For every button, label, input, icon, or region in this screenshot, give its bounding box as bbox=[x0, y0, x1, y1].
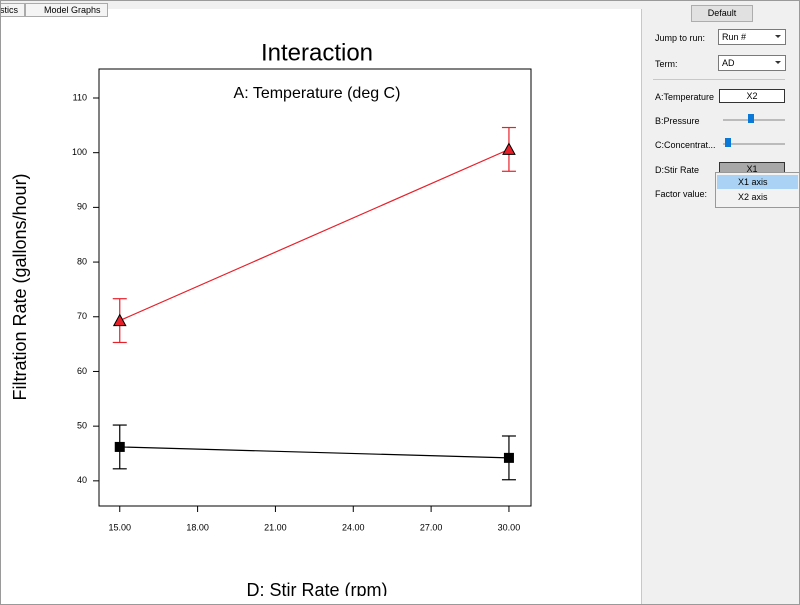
separator bbox=[653, 79, 785, 80]
factor-name: B:Pressure bbox=[655, 116, 700, 126]
chart: Interaction A: Temperature (deg C) D: St… bbox=[10, 39, 532, 596]
menu-item[interactable]: X1 axis bbox=[717, 175, 798, 189]
tab[interactable]: stics bbox=[1, 3, 25, 17]
label: Term: bbox=[655, 59, 678, 69]
label: Jump to run: bbox=[655, 33, 706, 43]
y-tick-label: 40 bbox=[77, 475, 87, 485]
x-tick-label: 15.00 bbox=[108, 522, 131, 532]
series-line bbox=[119, 148, 510, 322]
y-tick-label: 110 bbox=[73, 92, 87, 102]
series-line bbox=[119, 446, 509, 459]
slider-track bbox=[723, 119, 785, 121]
tab[interactable]: Model Graphs bbox=[25, 3, 108, 17]
slider-thumb[interactable] bbox=[748, 114, 754, 123]
x-tick-label: 30.00 bbox=[498, 522, 521, 532]
factor-name: D:Stir Rate bbox=[655, 165, 700, 175]
y-tick-label: 60 bbox=[77, 366, 87, 376]
x-tick-label: 27.00 bbox=[420, 522, 443, 532]
tab-label: Model Graphs bbox=[44, 5, 101, 15]
y-tick-label: 100 bbox=[72, 147, 87, 157]
y-tick-label: 70 bbox=[77, 311, 87, 321]
plot-frame bbox=[98, 68, 532, 507]
x-tick-label: 21.00 bbox=[264, 522, 287, 532]
marker bbox=[503, 452, 514, 463]
factor-name: C:Concentrat... bbox=[655, 140, 716, 150]
label: Factor value: bbox=[655, 189, 708, 199]
x-tick-label: 18.00 bbox=[186, 522, 209, 532]
chart-title: Interaction bbox=[261, 39, 373, 66]
x-axis-label: D: Stir Rate (rpm) bbox=[246, 580, 387, 596]
factors-panel: Default Jump to run: Run # Term: AD A:Te… bbox=[651, 1, 799, 604]
marker bbox=[502, 142, 516, 155]
menu-item[interactable]: X2 axis bbox=[738, 192, 768, 202]
chart-subtitle: A: Temperature (deg C) bbox=[234, 85, 401, 102]
y-tick-label: 50 bbox=[77, 421, 87, 431]
graph-pane: stics Model Graphs Interaction A: Temper… bbox=[1, 3, 642, 604]
factor-axis[interactable]: X2 bbox=[719, 89, 785, 103]
y-axis-label: Filtration Rate (gallons/hour) bbox=[10, 173, 30, 400]
jump-select[interactable]: Run # bbox=[718, 29, 786, 45]
x-tick-label: 24.00 bbox=[342, 522, 365, 532]
marker bbox=[114, 441, 125, 452]
factor-name: A:Temperature bbox=[655, 92, 715, 102]
y-tick-label: 90 bbox=[77, 202, 87, 212]
term-select[interactable]: AD bbox=[718, 55, 786, 71]
marker bbox=[112, 313, 127, 327]
slider-track bbox=[723, 143, 785, 145]
default-button[interactable]: Default bbox=[691, 5, 753, 22]
slider-thumb[interactable] bbox=[725, 138, 731, 147]
axis-menu: X1 axis X2 axis bbox=[715, 172, 799, 208]
y-tick-label: 80 bbox=[77, 256, 87, 266]
